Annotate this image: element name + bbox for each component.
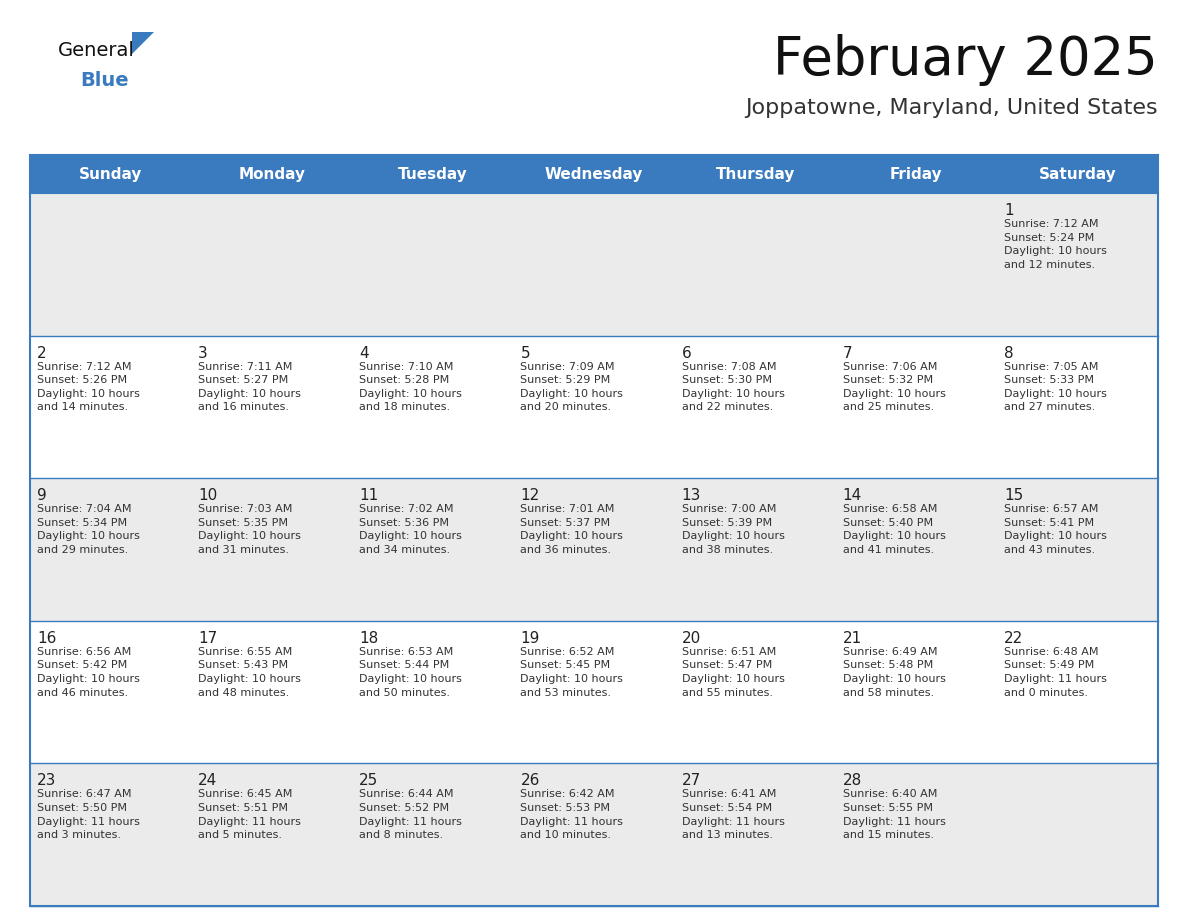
Text: Sunrise: 7:10 AM
Sunset: 5:28 PM
Daylight: 10 hours
and 18 minutes.: Sunrise: 7:10 AM Sunset: 5:28 PM Dayligh… (359, 362, 462, 412)
Text: Sunrise: 7:05 AM
Sunset: 5:33 PM
Daylight: 10 hours
and 27 minutes.: Sunrise: 7:05 AM Sunset: 5:33 PM Dayligh… (1004, 362, 1107, 412)
Text: 19: 19 (520, 631, 539, 645)
Text: Sunrise: 7:12 AM
Sunset: 5:24 PM
Daylight: 10 hours
and 12 minutes.: Sunrise: 7:12 AM Sunset: 5:24 PM Dayligh… (1004, 219, 1107, 270)
Text: Sunrise: 7:09 AM
Sunset: 5:29 PM
Daylight: 10 hours
and 20 minutes.: Sunrise: 7:09 AM Sunset: 5:29 PM Dayligh… (520, 362, 624, 412)
Text: Sunrise: 6:56 AM
Sunset: 5:42 PM
Daylight: 10 hours
and 46 minutes.: Sunrise: 6:56 AM Sunset: 5:42 PM Dayligh… (37, 647, 140, 698)
Bar (30, 155, 1158, 906)
Bar (30, 764, 1158, 906)
Text: 10: 10 (198, 488, 217, 503)
Text: 22: 22 (1004, 631, 1023, 645)
Text: Sunrise: 6:40 AM
Sunset: 5:55 PM
Daylight: 11 hours
and 15 minutes.: Sunrise: 6:40 AM Sunset: 5:55 PM Dayligh… (842, 789, 946, 840)
Text: 27: 27 (682, 773, 701, 789)
Text: 28: 28 (842, 773, 862, 789)
Text: Sunrise: 6:45 AM
Sunset: 5:51 PM
Daylight: 11 hours
and 5 minutes.: Sunrise: 6:45 AM Sunset: 5:51 PM Dayligh… (198, 789, 301, 840)
Text: Sunrise: 7:06 AM
Sunset: 5:32 PM
Daylight: 10 hours
and 25 minutes.: Sunrise: 7:06 AM Sunset: 5:32 PM Dayligh… (842, 362, 946, 412)
Text: Sunrise: 7:04 AM
Sunset: 5:34 PM
Daylight: 10 hours
and 29 minutes.: Sunrise: 7:04 AM Sunset: 5:34 PM Dayligh… (37, 504, 140, 555)
Text: February 2025: February 2025 (773, 34, 1158, 86)
Bar (30, 621, 1158, 764)
Text: 1: 1 (1004, 203, 1013, 218)
Text: Sunrise: 7:03 AM
Sunset: 5:35 PM
Daylight: 10 hours
and 31 minutes.: Sunrise: 7:03 AM Sunset: 5:35 PM Dayligh… (198, 504, 301, 555)
Text: Tuesday: Tuesday (398, 166, 468, 182)
Text: 4: 4 (359, 345, 369, 361)
Text: 24: 24 (198, 773, 217, 789)
Text: Sunrise: 7:11 AM
Sunset: 5:27 PM
Daylight: 10 hours
and 16 minutes.: Sunrise: 7:11 AM Sunset: 5:27 PM Dayligh… (198, 362, 301, 412)
Text: 15: 15 (1004, 488, 1023, 503)
Text: Sunrise: 6:51 AM
Sunset: 5:47 PM
Daylight: 10 hours
and 55 minutes.: Sunrise: 6:51 AM Sunset: 5:47 PM Dayligh… (682, 647, 784, 698)
Text: Sunrise: 6:41 AM
Sunset: 5:54 PM
Daylight: 11 hours
and 13 minutes.: Sunrise: 6:41 AM Sunset: 5:54 PM Dayligh… (682, 789, 784, 840)
Text: Sunrise: 7:12 AM
Sunset: 5:26 PM
Daylight: 10 hours
and 14 minutes.: Sunrise: 7:12 AM Sunset: 5:26 PM Dayligh… (37, 362, 140, 412)
Bar (30, 155, 1158, 193)
Text: Monday: Monday (239, 166, 305, 182)
Text: 14: 14 (842, 488, 862, 503)
Text: 11: 11 (359, 488, 379, 503)
Text: Saturday: Saturday (1038, 166, 1117, 182)
Text: Sunrise: 7:00 AM
Sunset: 5:39 PM
Daylight: 10 hours
and 38 minutes.: Sunrise: 7:00 AM Sunset: 5:39 PM Dayligh… (682, 504, 784, 555)
Text: 2: 2 (37, 345, 46, 361)
Text: Sunrise: 6:58 AM
Sunset: 5:40 PM
Daylight: 10 hours
and 41 minutes.: Sunrise: 6:58 AM Sunset: 5:40 PM Dayligh… (842, 504, 946, 555)
Text: 7: 7 (842, 345, 852, 361)
Text: 20: 20 (682, 631, 701, 645)
Text: 25: 25 (359, 773, 379, 789)
Bar (30, 478, 1158, 621)
Text: Blue: Blue (80, 71, 128, 89)
Polygon shape (132, 32, 154, 54)
Bar (30, 336, 1158, 478)
Text: 21: 21 (842, 631, 862, 645)
Text: Friday: Friday (890, 166, 942, 182)
Text: Sunrise: 6:53 AM
Sunset: 5:44 PM
Daylight: 10 hours
and 50 minutes.: Sunrise: 6:53 AM Sunset: 5:44 PM Dayligh… (359, 647, 462, 698)
Text: Sunday: Sunday (78, 166, 143, 182)
Text: 5: 5 (520, 345, 530, 361)
Text: 23: 23 (37, 773, 56, 789)
Text: Sunrise: 7:08 AM
Sunset: 5:30 PM
Daylight: 10 hours
and 22 minutes.: Sunrise: 7:08 AM Sunset: 5:30 PM Dayligh… (682, 362, 784, 412)
Text: 12: 12 (520, 488, 539, 503)
Text: 9: 9 (37, 488, 46, 503)
Text: 16: 16 (37, 631, 56, 645)
Text: Joppatowne, Maryland, United States: Joppatowne, Maryland, United States (745, 98, 1158, 118)
Text: Sunrise: 6:48 AM
Sunset: 5:49 PM
Daylight: 11 hours
and 0 minutes.: Sunrise: 6:48 AM Sunset: 5:49 PM Dayligh… (1004, 647, 1107, 698)
Text: Wednesday: Wednesday (545, 166, 643, 182)
Text: 6: 6 (682, 345, 691, 361)
Text: Sunrise: 7:02 AM
Sunset: 5:36 PM
Daylight: 10 hours
and 34 minutes.: Sunrise: 7:02 AM Sunset: 5:36 PM Dayligh… (359, 504, 462, 555)
Text: 18: 18 (359, 631, 379, 645)
Text: Sunrise: 6:47 AM
Sunset: 5:50 PM
Daylight: 11 hours
and 3 minutes.: Sunrise: 6:47 AM Sunset: 5:50 PM Dayligh… (37, 789, 140, 840)
Text: 17: 17 (198, 631, 217, 645)
Text: Sunrise: 7:01 AM
Sunset: 5:37 PM
Daylight: 10 hours
and 36 minutes.: Sunrise: 7:01 AM Sunset: 5:37 PM Dayligh… (520, 504, 624, 555)
Text: Sunrise: 6:49 AM
Sunset: 5:48 PM
Daylight: 10 hours
and 58 minutes.: Sunrise: 6:49 AM Sunset: 5:48 PM Dayligh… (842, 647, 946, 698)
Bar (30, 193, 1158, 336)
Text: General: General (58, 40, 135, 60)
Text: Sunrise: 6:57 AM
Sunset: 5:41 PM
Daylight: 10 hours
and 43 minutes.: Sunrise: 6:57 AM Sunset: 5:41 PM Dayligh… (1004, 504, 1107, 555)
Text: Thursday: Thursday (715, 166, 795, 182)
Text: Sunrise: 6:55 AM
Sunset: 5:43 PM
Daylight: 10 hours
and 48 minutes.: Sunrise: 6:55 AM Sunset: 5:43 PM Dayligh… (198, 647, 301, 698)
Text: 8: 8 (1004, 345, 1013, 361)
Text: 13: 13 (682, 488, 701, 503)
Text: Sunrise: 6:42 AM
Sunset: 5:53 PM
Daylight: 11 hours
and 10 minutes.: Sunrise: 6:42 AM Sunset: 5:53 PM Dayligh… (520, 789, 624, 840)
Text: Sunrise: 6:52 AM
Sunset: 5:45 PM
Daylight: 10 hours
and 53 minutes.: Sunrise: 6:52 AM Sunset: 5:45 PM Dayligh… (520, 647, 624, 698)
Text: Sunrise: 6:44 AM
Sunset: 5:52 PM
Daylight: 11 hours
and 8 minutes.: Sunrise: 6:44 AM Sunset: 5:52 PM Dayligh… (359, 789, 462, 840)
Text: 3: 3 (198, 345, 208, 361)
Text: 26: 26 (520, 773, 539, 789)
